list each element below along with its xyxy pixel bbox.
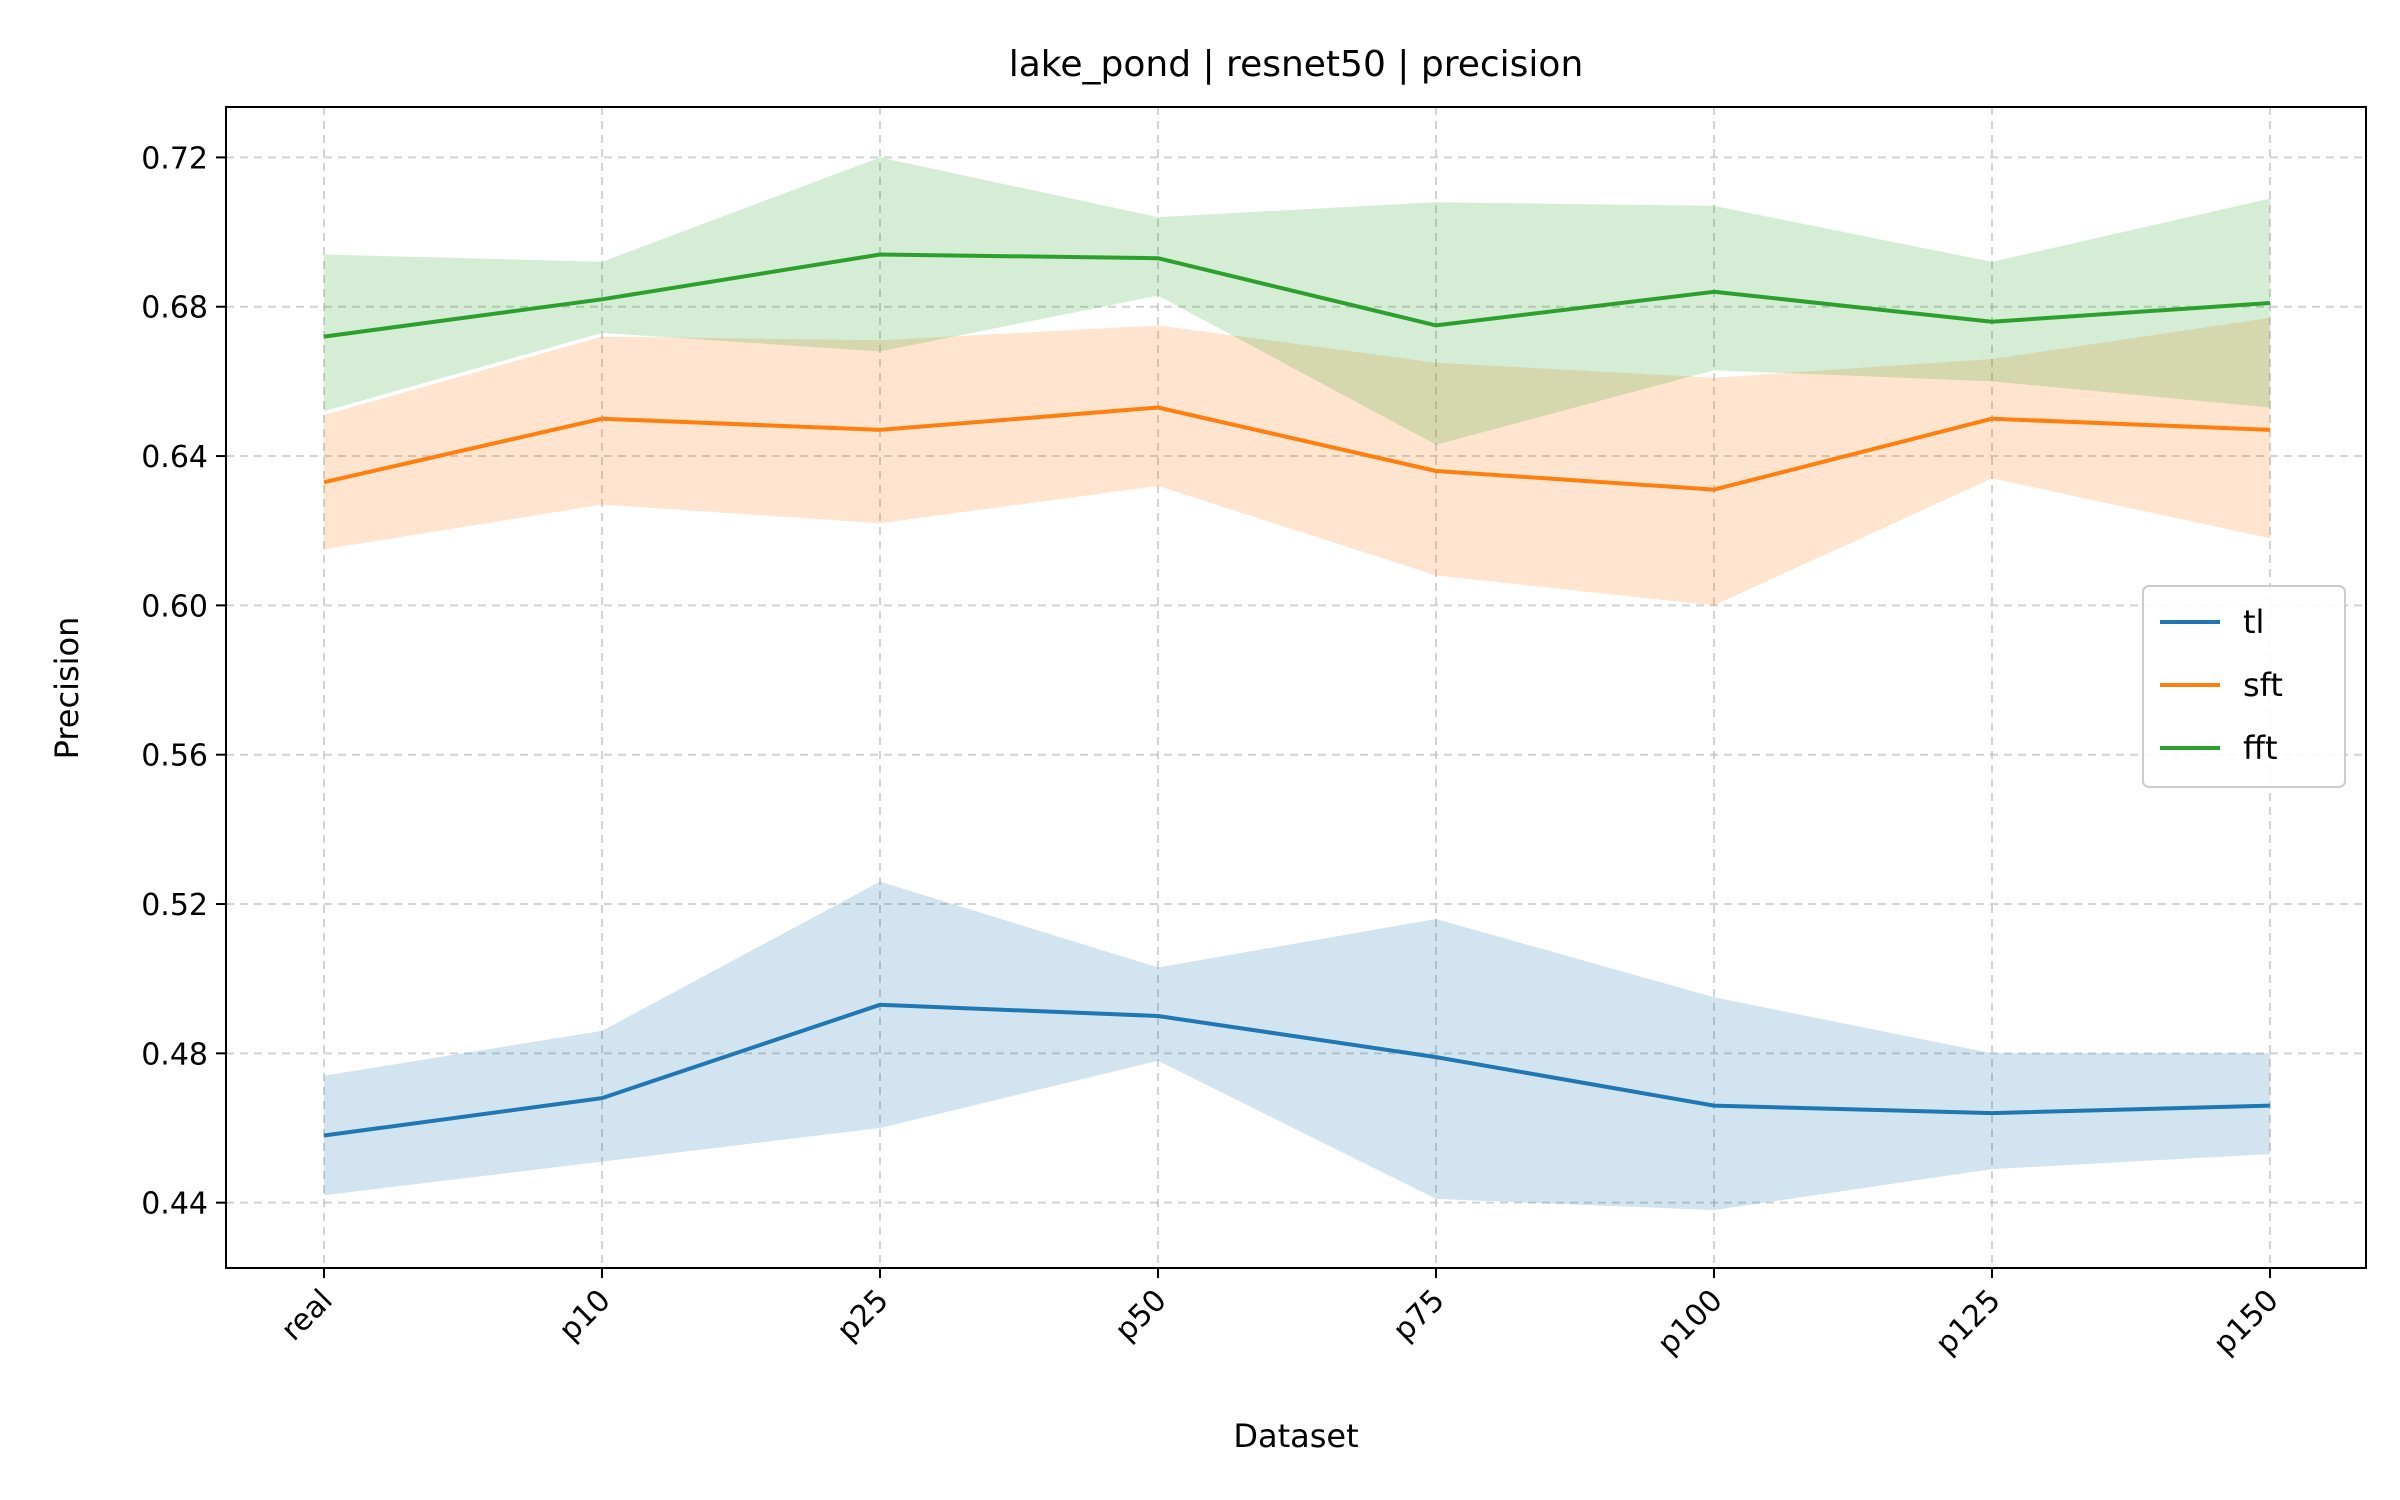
y-tick-label: 0.44 — [141, 1187, 208, 1222]
band-fft — [324, 157, 2270, 445]
legend-label-tl: tl — [2243, 603, 2264, 641]
y-tick-label: 0.60 — [141, 589, 208, 624]
y-tick-label: 0.52 — [141, 888, 208, 923]
confidence-bands — [324, 157, 2270, 1211]
grid — [226, 107, 2366, 1268]
band-sft — [324, 317, 2270, 606]
x-axis-label: Dataset — [1233, 1417, 1358, 1455]
series-lines — [323, 252, 2271, 1138]
y-axis-label: Precision — [48, 617, 86, 760]
series-line-tl — [323, 1002, 2271, 1138]
series-line-sft — [323, 405, 2271, 492]
series-line-fft — [323, 252, 2271, 339]
chart-title: lake_pond | resnet50 | precision — [1009, 44, 1584, 85]
y-tick-label: 0.68 — [141, 291, 208, 326]
legend-label-fft: fft — [2243, 729, 2278, 767]
y-tick-label: 0.72 — [141, 141, 208, 176]
y-axis-ticks: 0.44 0.48 0.52 0.56 0.60 0.64 0.68 0.72 — [141, 141, 226, 1222]
legend-box — [2142, 585, 2346, 788]
y-tick-label: 0.56 — [141, 739, 208, 774]
legend: tl sft fft — [2142, 585, 2346, 788]
plot-area-frame — [225, 106, 2367, 1269]
y-tick-label: 0.48 — [141, 1037, 208, 1072]
band-tl — [324, 881, 2270, 1211]
y-tick-label: 0.64 — [141, 440, 208, 475]
legend-label-sft: sft — [2243, 666, 2283, 704]
